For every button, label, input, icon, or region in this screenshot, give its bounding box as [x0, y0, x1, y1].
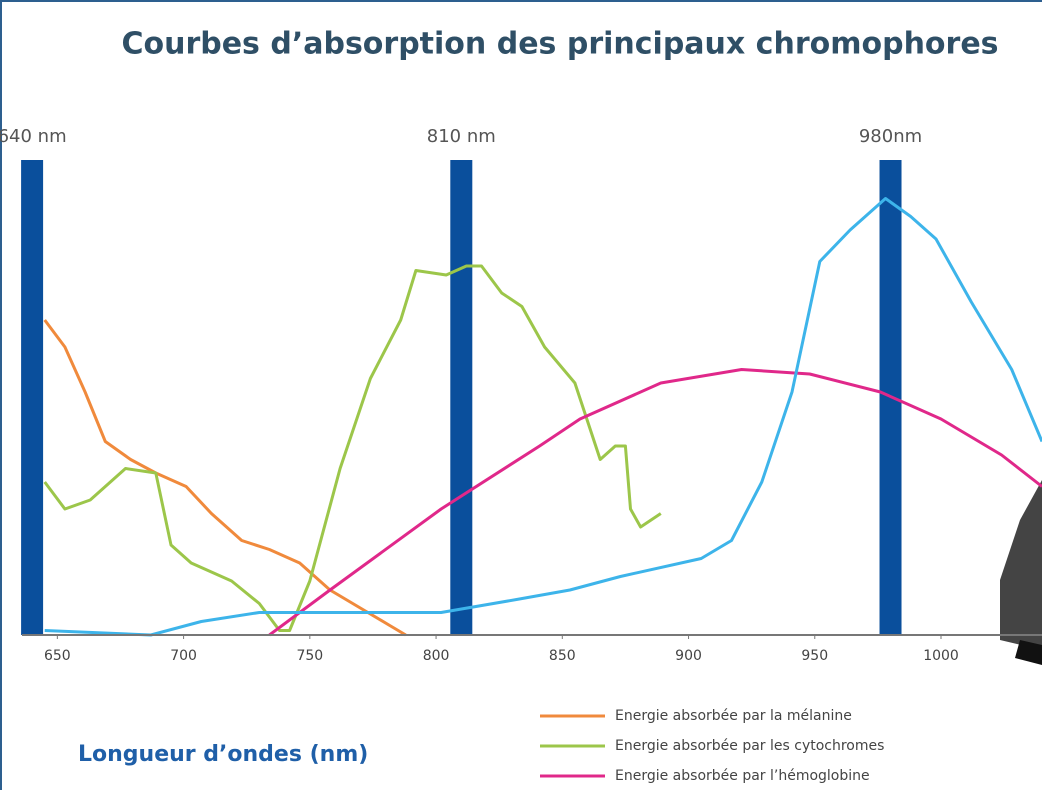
wavelength-bar: [450, 160, 472, 635]
legend-label: Energie absorbée par les cytochromes: [615, 738, 884, 754]
wavelength-label: 640 nm: [0, 126, 67, 147]
x-tick-label: 950: [801, 648, 828, 664]
wavelength-label: 980nm: [859, 126, 922, 147]
x-tick-label: 650: [44, 648, 71, 664]
wavelength-label: 810 nm: [427, 126, 496, 147]
x-tick-label: 850: [549, 648, 576, 664]
legend-label: Energie absorbée par l’hémoglobine: [615, 768, 870, 784]
chart-title: Courbes d’absorption des principaux chro…: [121, 27, 998, 62]
x-axis-label: Longueur d’ondes (nm): [78, 742, 368, 767]
x-tick-label: 700: [170, 648, 197, 664]
chart: Courbes d’absorption des principaux chro…: [0, 0, 1042, 790]
wavelength-bar: [21, 160, 43, 635]
legend-label: Energie absorbée par la mélanine: [615, 708, 852, 724]
x-tick-label: 900: [675, 648, 702, 664]
x-tick-label: 1000: [923, 648, 959, 664]
x-tick-label: 750: [296, 648, 323, 664]
x-tick-label: 800: [423, 648, 450, 664]
